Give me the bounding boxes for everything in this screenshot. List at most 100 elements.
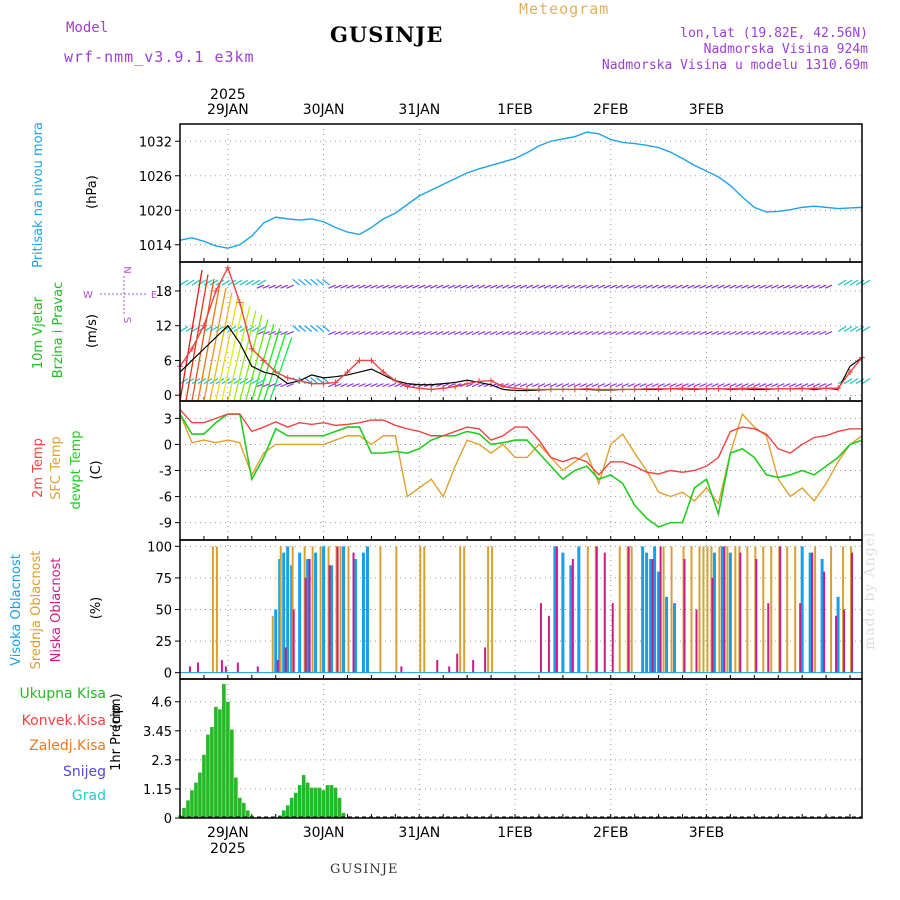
wind-barb	[705, 284, 713, 289]
wind-barb	[233, 279, 243, 286]
y-tick-label: -9	[159, 517, 172, 532]
wind-arrow	[251, 323, 275, 402]
y-tick-label: 4.6	[151, 696, 172, 711]
wind-barb	[471, 383, 480, 388]
wind-barb	[567, 383, 576, 388]
wind-barb	[675, 330, 683, 336]
wind-barb	[591, 383, 600, 388]
wind-barb	[394, 330, 402, 336]
wind-barb	[298, 278, 307, 286]
compass-n: N	[121, 266, 132, 273]
wind-barb	[280, 284, 288, 289]
wind-barb	[776, 330, 785, 336]
year-label-bottom: 2025	[210, 841, 246, 857]
wind-barb	[723, 284, 731, 289]
wind-barb	[681, 330, 689, 336]
date-label-bottom: 2FEB	[593, 825, 628, 841]
wind-barb	[621, 330, 629, 336]
y-tick-label: 1032	[139, 135, 172, 150]
wind-barb	[723, 383, 731, 388]
precip-bar	[190, 790, 194, 818]
precip-bar	[341, 812, 346, 818]
wind-barb	[239, 279, 249, 286]
wind-barb	[843, 378, 853, 385]
wind-barb	[537, 383, 546, 388]
wind-barb	[364, 383, 372, 388]
wind-barb	[717, 330, 725, 336]
wind-barb	[406, 284, 414, 289]
precip-bar	[333, 787, 338, 818]
wind-barb	[412, 284, 420, 289]
wind-barb	[310, 377, 318, 385]
wind-barb	[256, 330, 264, 336]
wind-barb	[519, 383, 528, 388]
wind-barb	[573, 284, 582, 289]
wind-barb	[669, 330, 677, 336]
wind-barb	[861, 325, 871, 333]
precip-bar	[198, 772, 202, 818]
wind-arrow	[179, 269, 203, 402]
wind-barb	[280, 383, 288, 388]
wind-barb	[358, 330, 366, 336]
wind-barb	[711, 284, 719, 289]
wind-barb	[759, 330, 767, 336]
wind-barb	[304, 278, 313, 286]
wind-barb	[274, 284, 282, 289]
wind-barb	[334, 284, 342, 289]
precip-bar	[301, 775, 306, 818]
wind-barb	[627, 284, 635, 289]
wind-barb	[824, 330, 833, 336]
wind-barb	[747, 383, 755, 388]
wind-barb	[699, 330, 707, 336]
wind-barb	[251, 279, 261, 286]
wind-arrow	[245, 319, 269, 402]
wind-barb	[394, 284, 402, 289]
wind-barb	[705, 330, 713, 336]
wind-barb	[591, 284, 600, 289]
wind-barb	[465, 284, 474, 289]
precip-bar	[242, 802, 246, 818]
wind-barb	[286, 383, 294, 388]
wind-barb	[203, 279, 213, 286]
wind-barb	[358, 383, 366, 388]
mid-cloud-label: Srednja Oblacnost	[29, 551, 44, 670]
wind-barb	[782, 284, 791, 289]
date-label-top: 3FEB	[689, 102, 724, 118]
wind-barb	[788, 330, 797, 336]
wind-arrow	[269, 337, 293, 402]
wind-barb	[370, 383, 378, 388]
wind-barb	[513, 284, 522, 289]
wind-arrow	[191, 278, 215, 402]
wind-barb	[849, 378, 859, 385]
wind-title-line1: 10m Vjetar	[31, 296, 46, 369]
wind-barb	[358, 284, 366, 289]
precip-bar	[246, 810, 250, 818]
wind-barb	[800, 284, 809, 289]
wind-barb	[430, 284, 438, 289]
precip-bar	[313, 787, 318, 818]
wind-barb	[747, 330, 755, 336]
wind-barb	[400, 284, 408, 289]
wind-barb	[735, 330, 743, 336]
wind-barb	[495, 284, 504, 289]
wind-barb	[352, 383, 360, 388]
station-title: GUSINJE	[330, 22, 444, 47]
wind-barb	[525, 383, 534, 388]
wind-barb	[633, 330, 641, 336]
date-label-top: 31JAN	[398, 102, 440, 118]
wind-barb	[585, 284, 594, 289]
wind-barb	[543, 383, 552, 388]
wind-barb	[430, 330, 438, 336]
wind-barb	[334, 383, 342, 388]
wind-barb	[340, 330, 348, 336]
legend-konvek-kisa: Konvek.Kisa	[22, 713, 106, 729]
y-tick-label: 3	[164, 412, 172, 427]
wind-arrow	[215, 296, 239, 402]
wind-title-line2: Brzina i Pravac	[51, 282, 66, 379]
wind-barb	[765, 330, 773, 336]
wind-barb	[729, 330, 737, 336]
wind-barb	[543, 330, 552, 336]
wind-barb	[471, 284, 480, 289]
wind-barb	[609, 330, 617, 336]
legend-grad: Grad	[72, 788, 106, 804]
